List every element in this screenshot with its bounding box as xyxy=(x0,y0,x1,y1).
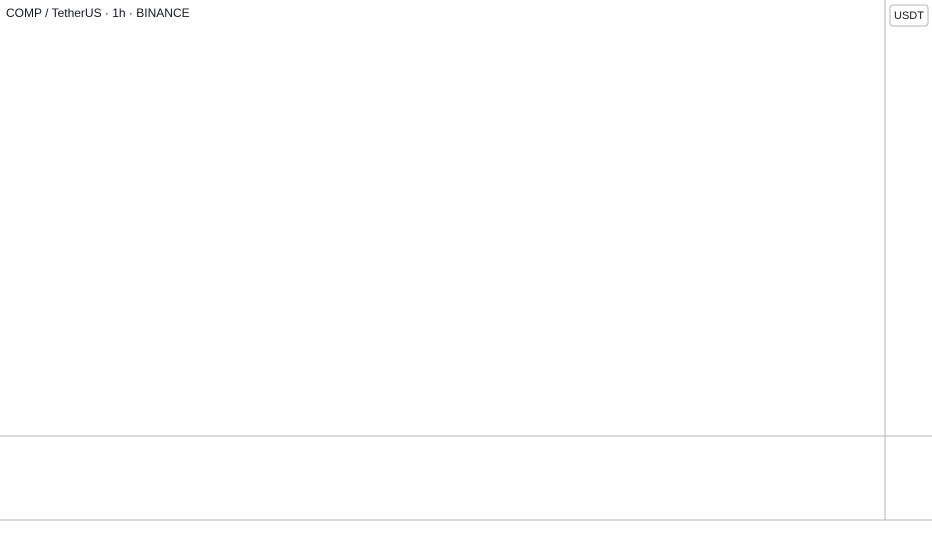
unit-box[interactable] xyxy=(889,4,929,27)
unit-label: USDT xyxy=(894,10,924,22)
price-axis-panel xyxy=(885,0,932,550)
chart-title: COMP / TetherUS · 1h · BINANCE xyxy=(6,6,190,20)
